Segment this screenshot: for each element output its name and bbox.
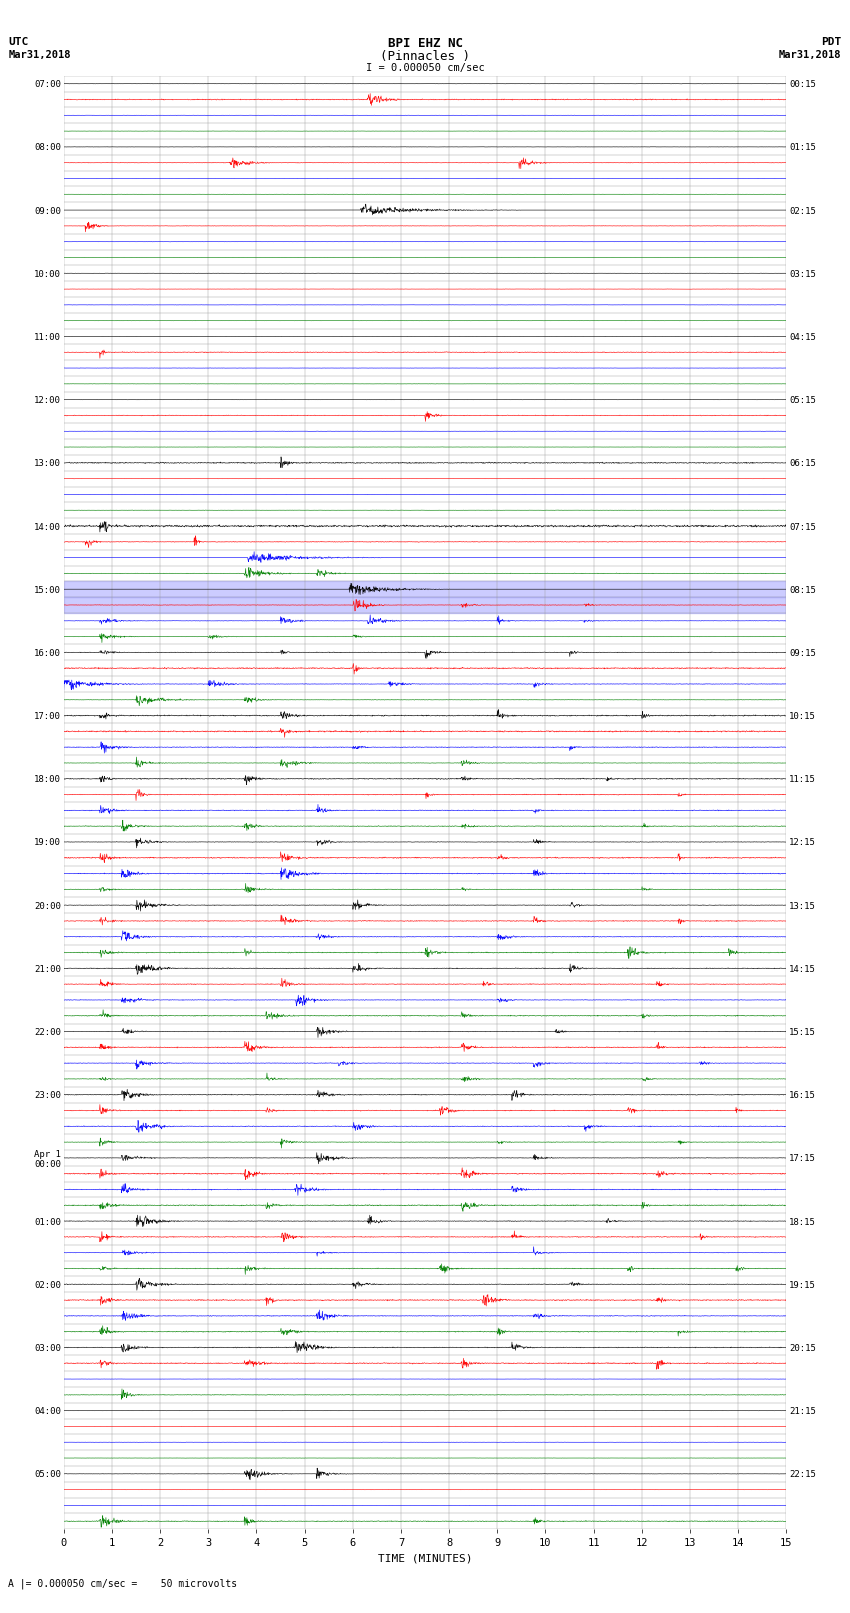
Text: BPI EHZ NC: BPI EHZ NC: [388, 37, 462, 50]
Text: Mar31,2018: Mar31,2018: [8, 50, 71, 60]
Text: I = 0.000050 cm/sec: I = 0.000050 cm/sec: [366, 63, 484, 73]
Bar: [64, 597, 786, 613]
Text: UTC: UTC: [8, 37, 29, 47]
Bar: [64, 581, 786, 597]
Text: A |= 0.000050 cm/sec =    50 microvolts: A |= 0.000050 cm/sec = 50 microvolts: [8, 1578, 238, 1589]
Text: Mar31,2018: Mar31,2018: [779, 50, 842, 60]
Text: (Pinnacles ): (Pinnacles ): [380, 50, 470, 63]
Text: PDT: PDT: [821, 37, 842, 47]
X-axis label: TIME (MINUTES): TIME (MINUTES): [377, 1553, 473, 1563]
